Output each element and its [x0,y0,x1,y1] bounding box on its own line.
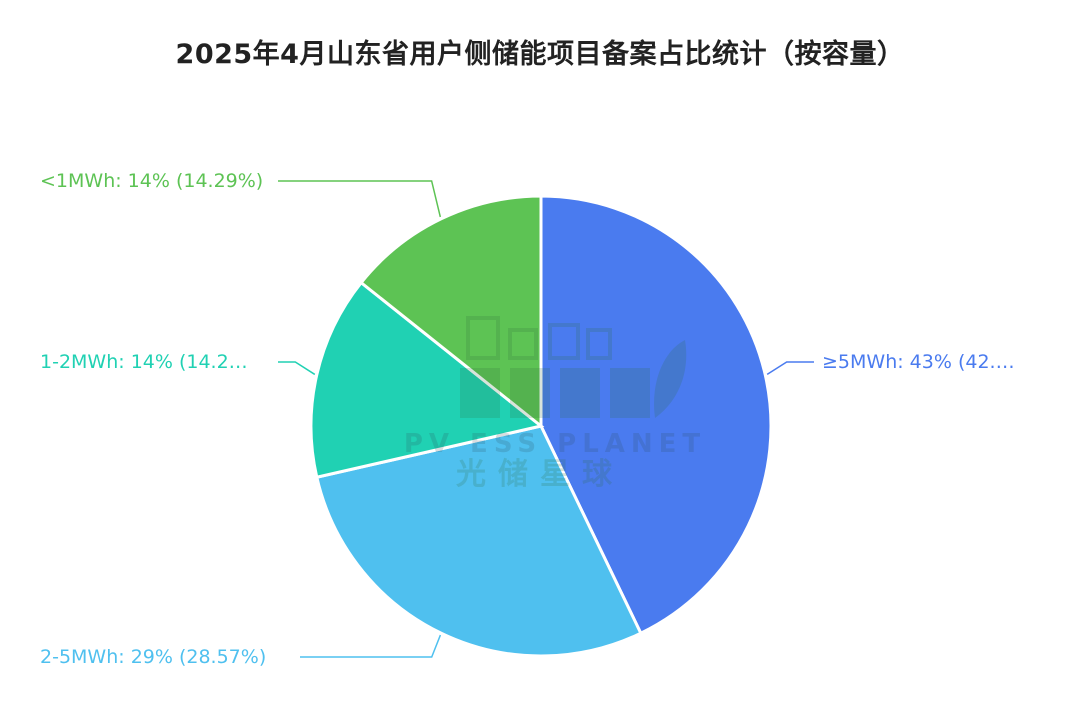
pie-slice-5mwh[interactable] [539,194,773,636]
pie-slices [309,194,773,658]
watermark-logo: PV ESS PLANET 光储星球 [404,316,706,492]
slice-label: 2-5MWh: 29% (28.57%) [40,646,266,668]
leader-line [766,361,814,375]
leader-line [278,180,442,218]
slice-label: <1MWh: 14% (14.29%) [40,170,263,192]
pie-slice-1mwh[interactable] [359,194,543,430]
pie-slice-1-2mwh[interactable] [309,280,545,480]
slice-label: ≥5MWh: 43% (42.… [822,351,1015,373]
slice-label: 1-2MWh: 14% (14.2… [40,351,248,373]
pie-slice-2-5mwh[interactable] [314,424,643,658]
chart-title: 2025年4月山东省用户侧储能项目备案占比统计（按容量） [175,39,905,70]
watermark-text-2: 光储星球 [456,457,624,492]
leader-line [300,634,442,658]
watermark-text-1: PV ESS PLANET [404,429,706,459]
leader-line [278,361,316,376]
pie-labels: ≥5MWh: 43% (42.… 2-5MWh: 29% (28.57%) 1-2M… [40,170,1015,668]
